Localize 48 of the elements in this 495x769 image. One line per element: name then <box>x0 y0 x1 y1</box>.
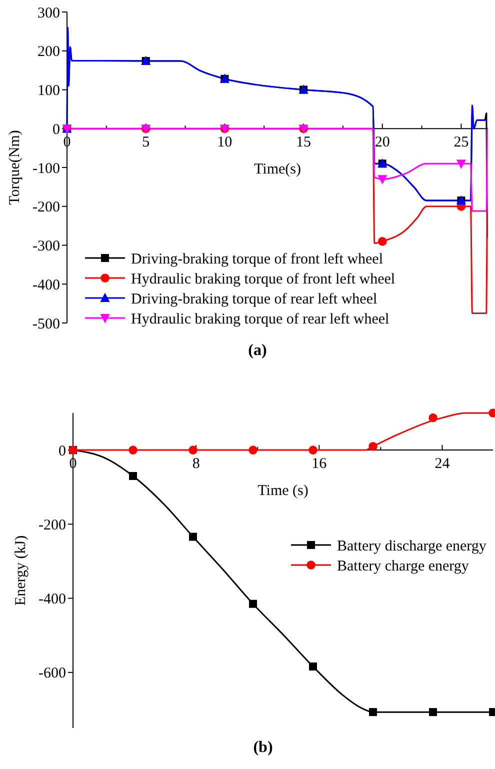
x-tick-label: 20 <box>374 134 390 151</box>
point <box>248 446 258 454</box>
y-tick-label: 300 <box>38 5 60 22</box>
point <box>129 472 137 480</box>
y-axis-title: Energy (kJ) <box>13 535 29 606</box>
point <box>378 175 388 184</box>
y-tick-label: -100 <box>32 160 60 177</box>
x-tick-label: 10 <box>217 134 232 151</box>
point <box>456 160 466 169</box>
legend-label: Hydraulic braking torque of rear left wheel <box>131 311 390 328</box>
point <box>188 446 198 454</box>
x-axis-title: Time(s) <box>254 162 301 178</box>
point <box>368 442 378 451</box>
point <box>369 708 377 716</box>
x-tick-label: 8 <box>192 456 200 472</box>
y-tick-label: -200 <box>32 200 60 216</box>
legend-label: Hydraulic braking torque of front left wheel <box>131 271 396 288</box>
y-tick-label: -400 <box>38 592 66 608</box>
y-axis-title: Torque(Nm) <box>7 130 23 205</box>
x-tick-label: 16 <box>312 456 328 472</box>
point <box>249 600 257 608</box>
point <box>429 708 437 716</box>
y-tick-label: 100 <box>38 83 60 99</box>
y-tick-label: -400 <box>32 277 60 294</box>
y-tick-label: 0 <box>58 443 66 460</box>
y-tick-label: -200 <box>38 517 66 534</box>
text: (a) <box>248 342 267 359</box>
y-tick-label: 0 <box>52 122 60 138</box>
y-tick-label: -300 <box>32 238 60 254</box>
point <box>428 413 438 422</box>
text: (b) <box>253 739 273 756</box>
x-tick-label: 25 <box>454 134 469 151</box>
legend-label: Driving-braking torque of front left wheel <box>131 251 384 268</box>
x-axis-title: Time (s) <box>258 483 308 500</box>
y-tick-label: -600 <box>38 666 66 682</box>
x-tick-label: 5 <box>142 134 150 151</box>
point <box>308 446 318 454</box>
legend-label: Driving-braking torque of rear left wheel <box>131 291 378 308</box>
point <box>128 446 138 454</box>
y-tick-label: 200 <box>38 44 60 60</box>
point <box>309 662 317 670</box>
legend-label: Battery charge energy <box>337 558 470 574</box>
legend-label: Battery discharge energy <box>337 538 487 554</box>
y-tick-label: -500 <box>32 316 60 332</box>
point <box>378 236 387 246</box>
x-tick-label: 15 <box>296 134 312 151</box>
point <box>189 532 197 541</box>
x-tick-label: 24 <box>434 456 450 472</box>
